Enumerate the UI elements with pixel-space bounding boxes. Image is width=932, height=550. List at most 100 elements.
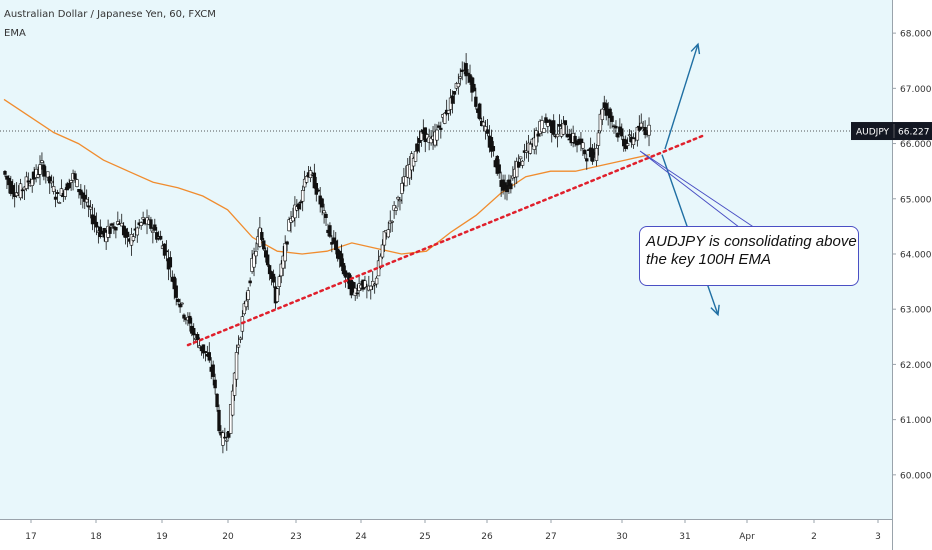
candle-body (481, 121, 486, 127)
candle-body (84, 198, 89, 203)
candle-body (411, 158, 416, 167)
candle-body (637, 125, 641, 131)
candle-body (518, 156, 523, 160)
candle-body (520, 160, 525, 166)
candle-body (98, 226, 103, 237)
price-axis[interactable] (892, 0, 932, 550)
candle-body (225, 439, 229, 442)
y-tick-label: 66.000 (900, 140, 932, 150)
candle-body (540, 120, 544, 133)
candle-body (557, 124, 562, 127)
candle-body (178, 303, 182, 308)
candle-body (40, 160, 44, 163)
candle-body (425, 134, 429, 140)
candle-body (158, 235, 163, 240)
candle-body (398, 199, 402, 202)
candle-body (583, 149, 587, 155)
candle-body (48, 176, 52, 184)
projection-arrow-line (664, 43, 699, 150)
x-tick-label: 17 (25, 532, 36, 542)
y-tick-label: 65.000 (900, 195, 932, 205)
candle-body (353, 287, 357, 296)
annotation-callout[interactable]: AUDJPY is consolidating above the key 10… (639, 226, 859, 286)
y-tick-label: 64.000 (900, 250, 932, 260)
candle-body (374, 277, 379, 285)
candle-body (151, 230, 155, 233)
y-tick-label: 67.000 (900, 85, 932, 95)
candle-body (304, 176, 309, 183)
candle-body (620, 128, 624, 137)
x-tick-label: 18 (90, 532, 102, 542)
x-tick-label: 24 (355, 532, 367, 542)
candle-body (252, 253, 256, 268)
candle-body (88, 206, 93, 210)
candle-body (232, 372, 237, 396)
candle-body (328, 225, 332, 237)
candle-body (291, 216, 295, 222)
candle-body (221, 432, 225, 446)
candle-body (46, 171, 50, 178)
candle-body (51, 186, 56, 192)
x-tick-label: Apr (739, 532, 755, 542)
x-tick-label: 25 (419, 532, 430, 542)
x-tick-label: 3 (875, 532, 881, 542)
candle-body (217, 409, 221, 432)
candle-body (390, 221, 394, 223)
candle-body (139, 222, 143, 226)
candle-body (483, 126, 488, 132)
candle-body (277, 276, 282, 287)
candle-body (600, 108, 605, 120)
candle-body (314, 183, 318, 195)
candle-body (192, 328, 196, 336)
candle-body (639, 122, 643, 128)
candle-body (254, 250, 258, 257)
candle-body (355, 292, 359, 295)
x-tick-label: 20 (222, 532, 234, 542)
candle-body (86, 205, 91, 208)
candle-body (94, 221, 99, 228)
candle-body (466, 72, 470, 75)
candle-body (223, 436, 227, 439)
ema-line-layer (3, 98, 651, 255)
candle-body (631, 138, 636, 146)
candle-body (230, 390, 235, 416)
candle-body (363, 280, 367, 288)
candle-body (248, 280, 252, 284)
symbol-title: Australian Dollar / Japanese Yen, 60, FX… (4, 9, 216, 20)
candle-body (279, 263, 283, 277)
ema-line (3, 98, 651, 255)
candle-body (174, 285, 178, 298)
candle-body (563, 120, 568, 126)
candle-body (92, 215, 97, 225)
candle-body (281, 255, 285, 269)
candle-body (285, 241, 289, 245)
candle-body (11, 185, 15, 195)
candle-body (524, 150, 529, 153)
indicator-label[interactable]: EMA (4, 28, 26, 39)
candle-body (228, 404, 233, 434)
candle-body (55, 192, 60, 194)
time-axis[interactable] (0, 519, 892, 550)
candle-body (478, 103, 482, 120)
candle-body (616, 133, 620, 138)
candle-body (590, 148, 595, 162)
candle-body (73, 173, 77, 180)
price-badge[interactable] (851, 122, 932, 141)
candles-layer (3, 53, 651, 454)
candle-body (551, 120, 556, 135)
candle-body (635, 126, 640, 141)
candle-body (429, 138, 433, 144)
candle-body (262, 240, 266, 250)
candle-body (297, 203, 301, 210)
candle-body (3, 170, 7, 175)
projection-arrow-head (710, 304, 720, 317)
candle-body (312, 172, 317, 189)
candle-body (415, 143, 420, 152)
candle-body (264, 250, 268, 258)
candle-body (38, 164, 42, 175)
y-tick-label: 63.000 (900, 306, 932, 316)
candle-body (215, 393, 219, 408)
